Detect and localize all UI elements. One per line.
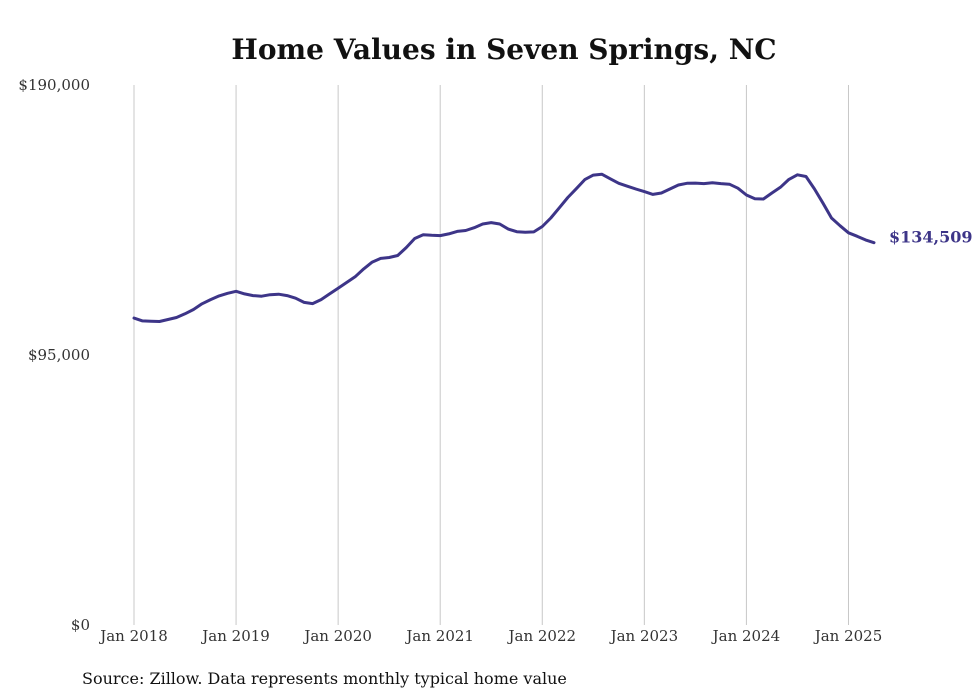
- x-tick-label: Jan 2019: [200, 627, 270, 645]
- series-end-value-label: $134,509: [889, 228, 973, 247]
- x-tick-label: Jan 2022: [506, 627, 576, 645]
- chart-title: Home Values in Seven Springs, NC: [231, 33, 776, 66]
- x-tick-label: Jan 2021: [404, 627, 474, 645]
- x-axis-tick-labels: Jan 2018 Jan 2019 Jan 2020 Jan 2021 Jan 2022…: [98, 627, 882, 645]
- x-tick-label: Jan 2025: [813, 627, 883, 645]
- gridlines: [133, 85, 849, 625]
- y-tick-label: $95,000: [28, 346, 90, 364]
- x-tick-label: Jan 2024: [711, 627, 781, 645]
- x-tick-label: Jan 2023: [609, 627, 679, 645]
- y-axis-tick-labels: $0 $95,000 $190,000: [18, 76, 90, 634]
- series-layer: $134,509: [132, 172, 973, 323]
- y-tick-label: $0: [71, 616, 90, 634]
- source-note: Source: Zillow. Data represents monthly …: [82, 669, 567, 688]
- x-tick-label: Jan 2020: [302, 627, 372, 645]
- y-tick-label: $190,000: [18, 76, 90, 94]
- x-tick-label: Jan 2018: [98, 627, 168, 645]
- series-line-0: [132, 172, 876, 323]
